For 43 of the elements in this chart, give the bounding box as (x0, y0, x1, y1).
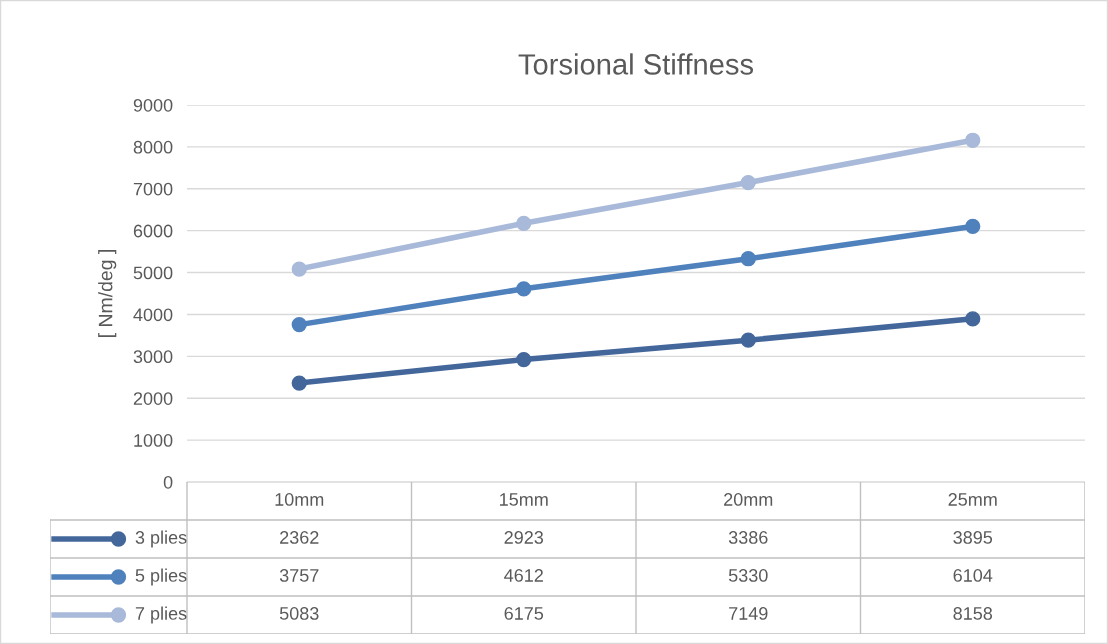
x-tick-label: 10mm (275, 493, 324, 506)
legend-label: 3 plies (135, 530, 187, 548)
y-tick-label: 0 (163, 475, 173, 489)
point (291, 316, 307, 333)
data-label: 4612 (504, 569, 543, 582)
data-label: 3757 (279, 569, 319, 582)
point (965, 311, 981, 327)
data-label: 6175 (504, 607, 544, 620)
y-tick-label: 9000 (133, 98, 173, 112)
y-tick-label: 8000 (133, 140, 173, 154)
y-tick-label: 4000 (133, 308, 173, 322)
data-label: 8158 (953, 607, 993, 620)
point (965, 132, 981, 148)
data-label: 3386 (728, 531, 768, 544)
point (291, 375, 307, 391)
point (516, 215, 532, 231)
data-label: 2362 (280, 531, 319, 544)
point (291, 261, 307, 277)
y-axis-title: [ Nm/deg ] (98, 250, 117, 337)
data-label: 5083 (279, 607, 319, 620)
point (516, 351, 532, 368)
legend-label: 5 plies (135, 568, 187, 586)
data-label: 2923 (504, 531, 544, 544)
y-tick-label: 1000 (134, 434, 173, 447)
point (740, 174, 756, 191)
point (516, 281, 532, 297)
y-tick-label: 6000 (133, 224, 173, 238)
data-label: 3895 (953, 531, 993, 544)
chart-title: Torsional Stiffness (518, 53, 754, 75)
point (740, 251, 756, 267)
point (965, 218, 981, 234)
x-tick-label: 25mm (948, 493, 997, 506)
legend-label: 7 plies (135, 606, 187, 624)
point (740, 332, 756, 348)
data-label: 5330 (728, 569, 768, 582)
y-tick-label: 2000 (133, 392, 173, 405)
data-label: 6104 (953, 569, 993, 582)
y-tick-label: 3000 (133, 350, 173, 364)
data-label: 7149 (729, 607, 768, 620)
y-tick-label: 7000 (133, 182, 173, 196)
x-tick-label: 15mm (500, 493, 548, 506)
x-tick-label: 20mm (724, 493, 773, 506)
y-tick-label: 5000 (133, 266, 173, 280)
